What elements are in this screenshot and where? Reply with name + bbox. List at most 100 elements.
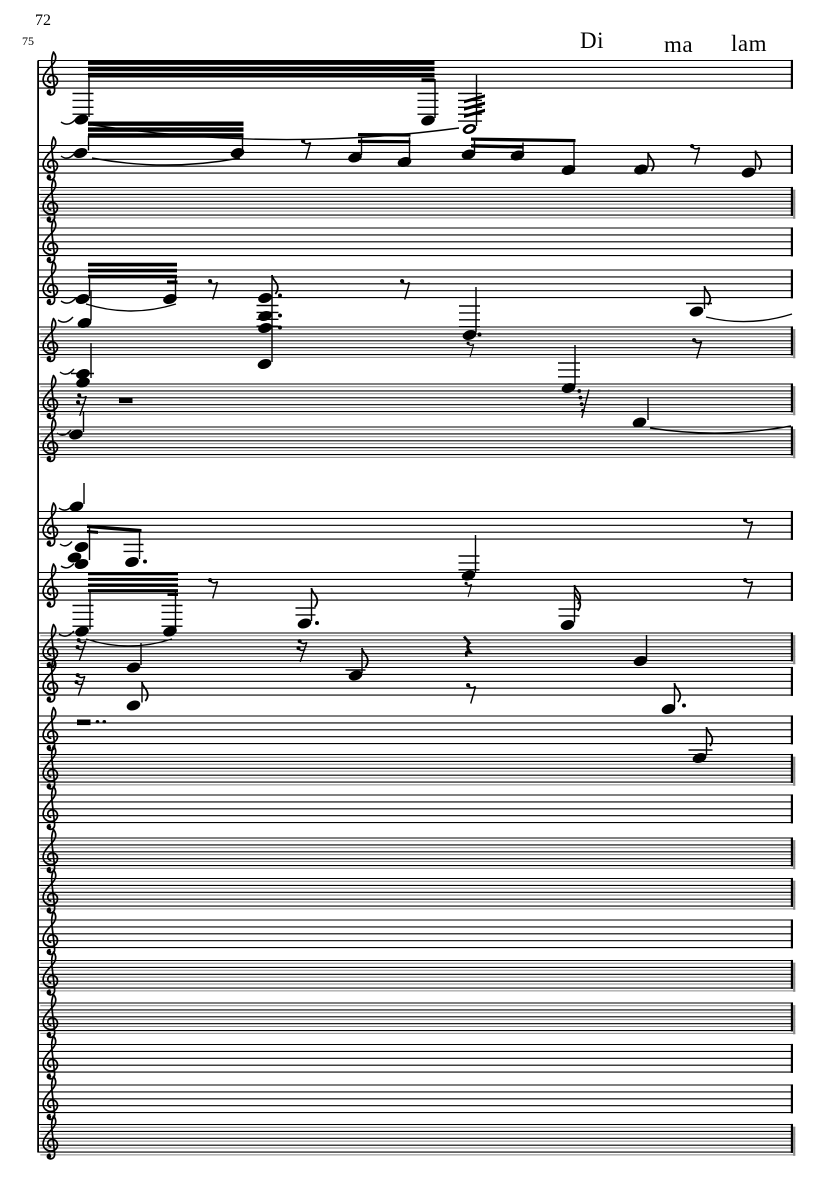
rest-dot (690, 144, 695, 149)
eighth-rest (743, 578, 754, 599)
note-head-body (692, 753, 707, 763)
note-head-body (632, 417, 647, 428)
tie-slur (92, 124, 460, 141)
final-barline (790, 510, 793, 540)
beam (88, 121, 244, 126)
note-head-body (462, 330, 477, 340)
note-head-body (230, 148, 245, 158)
note-head-body (69, 429, 83, 440)
note-head (348, 670, 363, 681)
clef-dot (47, 413, 52, 418)
treble-clef-icon (42, 218, 59, 264)
augmentation-dot (278, 293, 282, 298)
note-head (632, 417, 647, 428)
note-head (634, 164, 648, 175)
final-barline (790, 877, 793, 907)
treble-clef-icon (42, 178, 59, 223)
rest-slash (467, 584, 473, 598)
beam (167, 592, 178, 596)
beam (421, 78, 435, 83)
rest-dot (75, 673, 80, 678)
eighth-rest (743, 518, 754, 539)
note-head-body (126, 700, 141, 711)
note-head-body (163, 294, 177, 304)
note-head (692, 753, 707, 763)
note-flag (573, 591, 582, 612)
note-head-body (75, 294, 90, 304)
sixteenth-rest (75, 638, 87, 662)
treble-clef-icon (42, 260, 59, 306)
beam (88, 268, 177, 273)
rest-dot (76, 400, 80, 405)
clef-bowl (42, 218, 59, 256)
clef-dot (47, 299, 52, 304)
note-head-body (461, 149, 476, 160)
final-barline (790, 753, 793, 783)
treble-clef-icon (42, 51, 59, 96)
treble-clef-icon (42, 1075, 59, 1121)
beam (88, 60, 435, 65)
note-head-body (258, 293, 272, 303)
clef-dot (47, 697, 52, 702)
note-flag (361, 647, 369, 668)
note-head-body (126, 662, 141, 673)
rest-dot (297, 639, 302, 644)
note-head (258, 311, 272, 321)
final-barline (790, 1084, 793, 1114)
final-barline (790, 794, 793, 824)
clef-bowl (42, 910, 59, 948)
note-head (257, 359, 272, 369)
note-head (689, 306, 704, 317)
rest-slash (470, 686, 477, 704)
eighth-rest (208, 279, 219, 300)
note-flag (647, 151, 655, 172)
note-head (77, 318, 92, 328)
note-head (75, 294, 90, 304)
note-head-body (74, 559, 89, 569)
note-head (633, 656, 648, 666)
note-head-body (73, 148, 88, 158)
clef-dot (47, 175, 52, 180)
eighth-rest (301, 139, 312, 160)
note-head-body (397, 157, 412, 167)
rest-dot (579, 402, 584, 407)
final-barline (790, 59, 793, 89)
note-head-body (76, 377, 90, 388)
clef-bowl (42, 1075, 59, 1113)
clef-bowl (42, 658, 59, 695)
tie-slur (85, 638, 173, 647)
note-head-hole (465, 126, 474, 132)
tie-slur (60, 297, 77, 304)
tie-slur (91, 157, 241, 166)
half-rest-block (77, 719, 91, 726)
rest-dot (577, 389, 582, 393)
clef-dot (47, 990, 52, 995)
note-head (73, 148, 88, 158)
augmentation-dot (102, 720, 107, 724)
treble-clef-icon (42, 785, 59, 831)
sixteenth-rest (74, 673, 86, 697)
clef-dot (47, 662, 52, 667)
note-head (462, 124, 477, 134)
clef-bowl (42, 623, 59, 661)
tremolo-slash (464, 94, 485, 104)
note-head-body (510, 150, 525, 161)
rest-slash (694, 147, 701, 165)
rest-dot (466, 683, 471, 688)
rest-dot (77, 393, 82, 398)
rest-slash (77, 676, 86, 697)
eighth-rest (466, 341, 475, 358)
clef-bowl (42, 417, 59, 455)
final-barline (790, 1123, 793, 1153)
tie-slur (60, 118, 77, 125)
note-head (74, 559, 89, 569)
beam (88, 577, 178, 581)
clef-bowl (42, 785, 59, 823)
clef-dot (47, 867, 52, 872)
lyric-syllable: ma (664, 32, 694, 57)
clef-dot (47, 541, 52, 546)
note-head (258, 293, 272, 303)
clef-bowl (42, 51, 59, 88)
rest-dot (208, 578, 213, 583)
